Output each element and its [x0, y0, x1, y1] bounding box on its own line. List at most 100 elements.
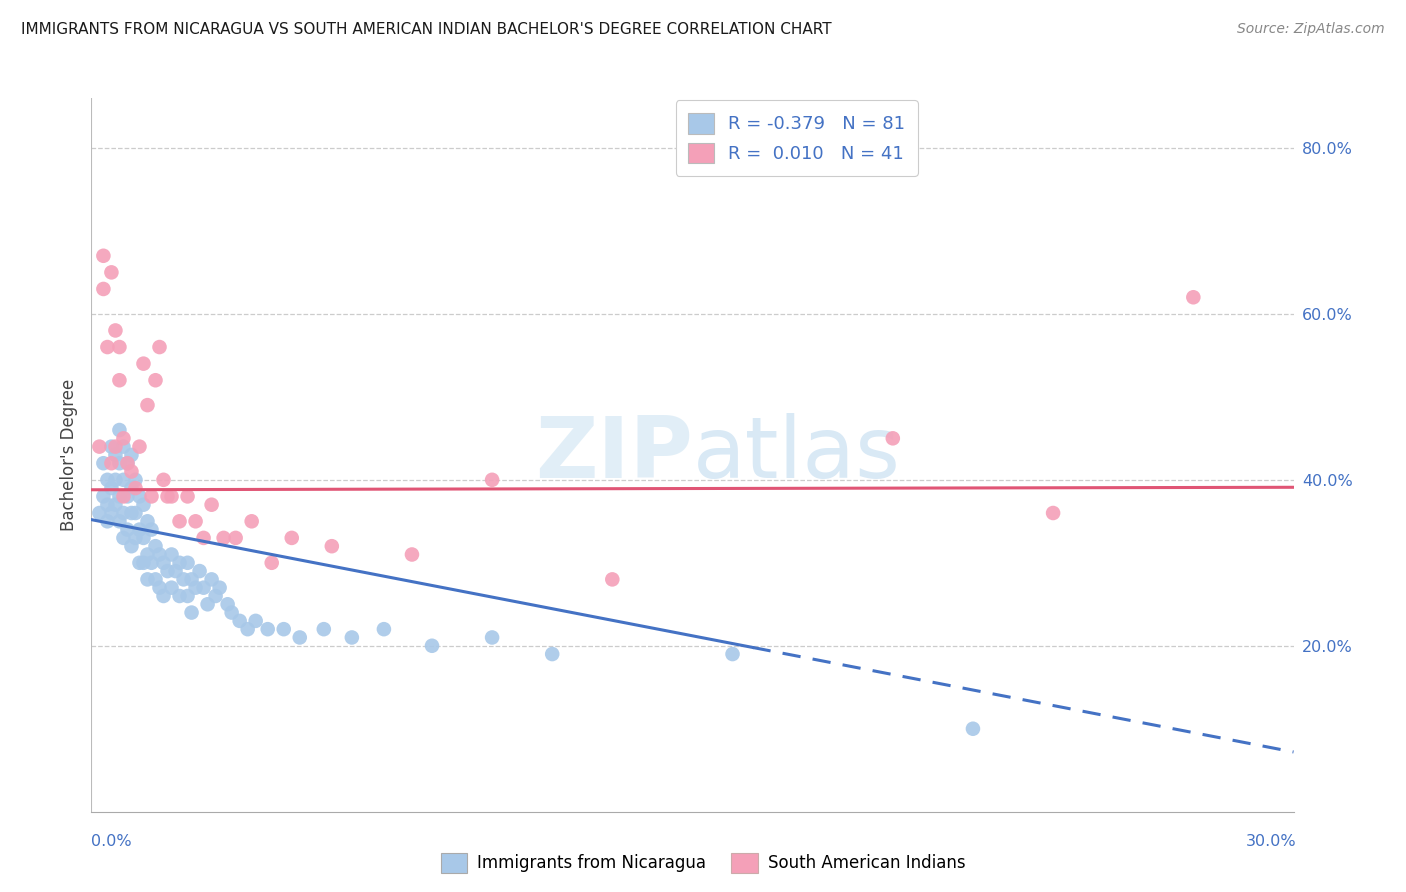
- Point: [228, 614, 250, 628]
- Point: [128, 490, 150, 504]
- Point: [169, 556, 191, 570]
- Point: [108, 373, 131, 387]
- Point: [104, 473, 127, 487]
- Point: [108, 340, 131, 354]
- Point: [602, 573, 624, 587]
- Point: [93, 490, 115, 504]
- Point: [100, 265, 122, 279]
- Point: [136, 573, 159, 587]
- Point: [128, 523, 150, 537]
- Point: [165, 564, 187, 578]
- Point: [145, 539, 167, 553]
- Point: [882, 431, 904, 445]
- Point: [420, 639, 443, 653]
- Point: [221, 606, 243, 620]
- Point: [117, 490, 139, 504]
- Point: [721, 647, 744, 661]
- Point: [121, 481, 143, 495]
- Text: 30.0%: 30.0%: [1246, 834, 1296, 848]
- Point: [121, 506, 143, 520]
- Point: [121, 539, 143, 553]
- Point: [132, 531, 155, 545]
- Point: [141, 556, 163, 570]
- Point: [132, 556, 155, 570]
- Point: [112, 490, 135, 504]
- Point: [176, 556, 198, 570]
- Point: [104, 440, 127, 454]
- Point: [96, 498, 118, 512]
- Point: [481, 473, 503, 487]
- Point: [193, 531, 215, 545]
- Point: [124, 473, 146, 487]
- Text: IMMIGRANTS FROM NICARAGUA VS SOUTH AMERICAN INDIAN BACHELOR'S DEGREE CORRELATION: IMMIGRANTS FROM NICARAGUA VS SOUTH AMERI…: [21, 22, 832, 37]
- Text: 0.0%: 0.0%: [91, 834, 132, 848]
- Point: [100, 440, 122, 454]
- Text: ZIP: ZIP: [534, 413, 692, 497]
- Point: [156, 564, 179, 578]
- Point: [93, 249, 115, 263]
- Point: [1042, 506, 1064, 520]
- Point: [108, 490, 131, 504]
- Point: [148, 340, 170, 354]
- Point: [128, 556, 150, 570]
- Point: [124, 481, 146, 495]
- Point: [312, 622, 335, 636]
- Point: [121, 448, 143, 462]
- Point: [401, 548, 423, 562]
- Point: [100, 481, 122, 495]
- Point: [93, 456, 115, 470]
- Point: [156, 490, 179, 504]
- Point: [184, 514, 207, 528]
- Point: [112, 506, 135, 520]
- Point: [201, 573, 224, 587]
- Point: [225, 531, 247, 545]
- Point: [96, 514, 118, 528]
- Point: [141, 490, 163, 504]
- Point: [245, 614, 267, 628]
- Point: [256, 622, 278, 636]
- Point: [180, 573, 202, 587]
- Point: [145, 373, 167, 387]
- Point: [197, 597, 219, 611]
- Point: [173, 573, 195, 587]
- Text: atlas: atlas: [692, 413, 900, 497]
- Point: [340, 631, 363, 645]
- Point: [169, 589, 191, 603]
- Point: [108, 514, 131, 528]
- Point: [152, 556, 174, 570]
- Point: [169, 514, 191, 528]
- Point: [204, 589, 226, 603]
- Point: [89, 440, 111, 454]
- Point: [236, 622, 259, 636]
- Point: [100, 506, 122, 520]
- Point: [273, 622, 295, 636]
- Point: [481, 631, 503, 645]
- Point: [117, 456, 139, 470]
- Point: [217, 597, 239, 611]
- Point: [132, 357, 155, 371]
- Point: [136, 398, 159, 412]
- Point: [1182, 290, 1205, 304]
- Point: [128, 440, 150, 454]
- Point: [962, 722, 984, 736]
- Point: [96, 473, 118, 487]
- Point: [121, 465, 143, 479]
- Point: [124, 531, 146, 545]
- Point: [89, 506, 111, 520]
- Point: [96, 340, 118, 354]
- Point: [541, 647, 564, 661]
- Point: [188, 564, 211, 578]
- Point: [260, 556, 283, 570]
- Point: [104, 498, 127, 512]
- Point: [160, 548, 183, 562]
- Point: [212, 531, 235, 545]
- Point: [193, 581, 215, 595]
- Point: [132, 498, 155, 512]
- Point: [281, 531, 304, 545]
- Point: [152, 589, 174, 603]
- Point: [141, 523, 163, 537]
- Point: [176, 589, 198, 603]
- Point: [136, 548, 159, 562]
- Point: [145, 573, 167, 587]
- Point: [288, 631, 311, 645]
